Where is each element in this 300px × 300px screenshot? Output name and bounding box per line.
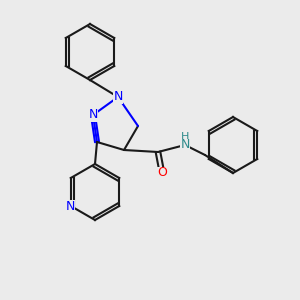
Text: H: H bbox=[181, 132, 189, 142]
Text: N: N bbox=[180, 139, 190, 152]
Text: N: N bbox=[113, 91, 123, 103]
Text: N: N bbox=[66, 200, 75, 212]
Text: O: O bbox=[157, 167, 167, 179]
Text: N: N bbox=[88, 109, 98, 122]
